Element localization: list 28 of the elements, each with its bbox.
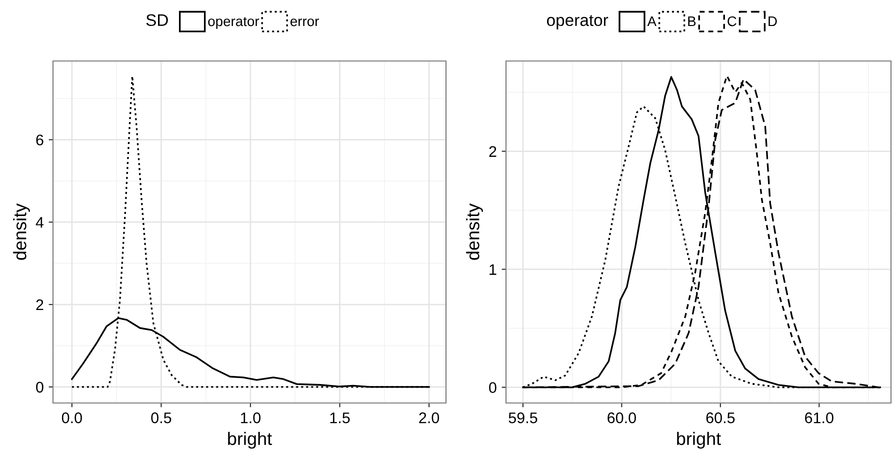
y-tick-label: 6 bbox=[36, 134, 44, 146]
y-tick-label: 1 bbox=[490, 264, 496, 275]
legend-label: A bbox=[647, 16, 656, 26]
y-tick-label: 4 bbox=[36, 217, 44, 228]
y-tick-label: 2 bbox=[36, 299, 44, 310]
legend-title: SD bbox=[146, 14, 168, 26]
legend-label: operator bbox=[208, 17, 260, 29]
x-tick-label: 60.0 bbox=[608, 412, 636, 424]
y-tick-label: 0 bbox=[489, 382, 496, 393]
legend-label: D bbox=[768, 16, 777, 26]
legend-label: B bbox=[688, 16, 696, 26]
x-tick-label: 61.0 bbox=[805, 412, 834, 424]
y-axis-title: density bbox=[13, 203, 30, 260]
x-tick-label: 2.0 bbox=[419, 412, 440, 424]
x-tick-label: 0.0 bbox=[62, 412, 82, 424]
legend-label: C bbox=[728, 16, 736, 26]
x-tick-label: 1.5 bbox=[330, 412, 350, 424]
y-axis-title: density bbox=[466, 203, 483, 260]
x-tick-label: 1.0 bbox=[241, 412, 261, 424]
x-axis-title: bright bbox=[228, 432, 272, 449]
x-tick-label: 60.5 bbox=[706, 412, 735, 424]
y-tick-label: 0 bbox=[36, 382, 44, 393]
x-axis-title: bright bbox=[677, 432, 721, 449]
x-tick-label: 59.5 bbox=[508, 412, 538, 424]
y-tick-label: 2 bbox=[489, 146, 496, 157]
x-tick-label: 0.5 bbox=[151, 412, 172, 424]
legend-label: error bbox=[290, 18, 319, 26]
legend-title: operator bbox=[547, 15, 608, 30]
